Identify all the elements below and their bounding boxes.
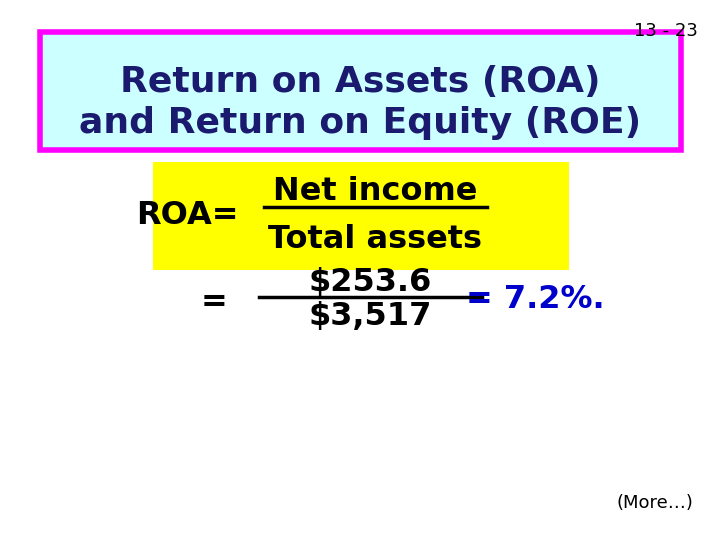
Text: and Return on Equity (ROE): and Return on Equity (ROE) xyxy=(79,106,641,140)
Text: $253.6: $253.6 xyxy=(308,267,431,298)
Text: = 7.2%.: = 7.2%. xyxy=(466,285,604,315)
Text: =: = xyxy=(200,287,228,318)
Text: (More…): (More…) xyxy=(616,494,693,512)
Text: Total assets: Total assets xyxy=(268,225,482,255)
FancyBboxPatch shape xyxy=(153,162,569,270)
Text: ROA=: ROA= xyxy=(136,200,239,232)
Text: $3,517: $3,517 xyxy=(308,301,431,333)
Text: 13 - 23: 13 - 23 xyxy=(634,22,698,40)
Text: Net income: Net income xyxy=(273,177,477,207)
FancyBboxPatch shape xyxy=(40,32,681,150)
Text: Return on Assets (ROA): Return on Assets (ROA) xyxy=(120,65,600,99)
